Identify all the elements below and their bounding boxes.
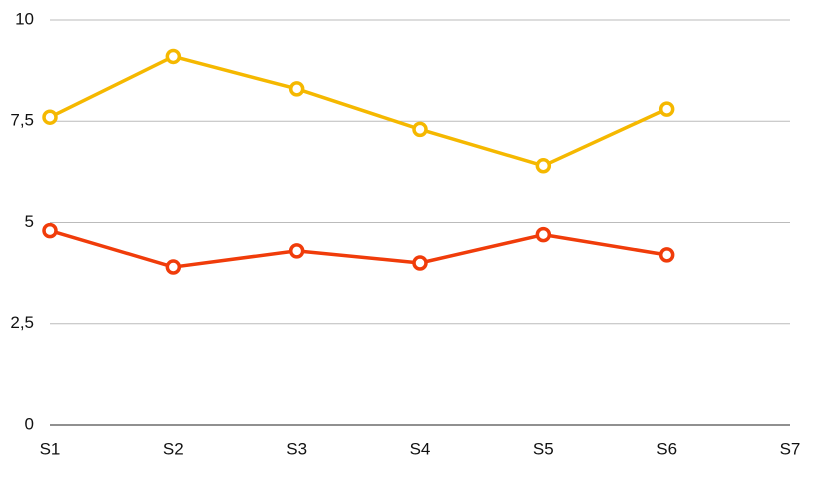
- series-line: [49, 228, 667, 269]
- y-tick-label: 2,5: [10, 313, 34, 332]
- series-line: [49, 54, 668, 168]
- data-point: [165, 48, 182, 65]
- data-point: [288, 81, 305, 97]
- x-tick-label: S7: [780, 439, 801, 458]
- data-point: [288, 243, 305, 259]
- x-tick-label: S1: [40, 439, 61, 458]
- data-point: [658, 101, 675, 117]
- x-tick-label: S6: [656, 439, 677, 458]
- y-tick-label: 7,5: [10, 111, 34, 130]
- data-point: [535, 226, 552, 243]
- data-point: [42, 109, 58, 125]
- data-point: [165, 259, 182, 275]
- data-point: [412, 255, 428, 271]
- data-point: [412, 121, 428, 138]
- y-tick-label: 10: [15, 9, 34, 28]
- y-tick-label: 0: [25, 414, 34, 433]
- x-tick-label: S2: [163, 439, 184, 458]
- x-tick-label: S4: [410, 439, 431, 458]
- data-point: [535, 158, 552, 174]
- y-tick-label: 5: [25, 212, 34, 231]
- data-point: [658, 247, 675, 263]
- data-point: [42, 222, 58, 239]
- x-tick-label: S5: [533, 439, 554, 458]
- x-tick-label: S3: [286, 439, 307, 458]
